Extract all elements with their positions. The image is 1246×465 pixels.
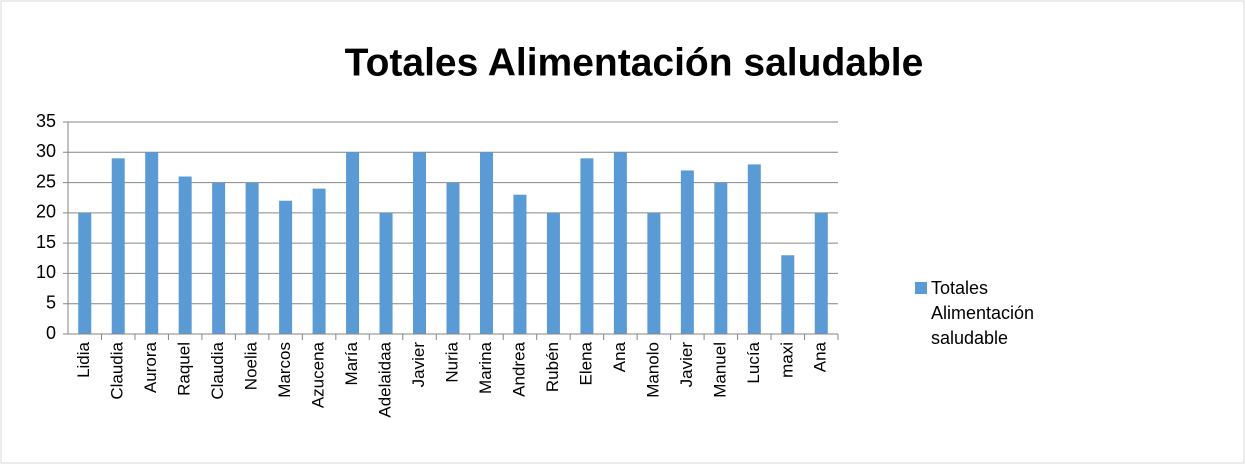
bar: [78, 212, 92, 334]
bar: [714, 182, 728, 334]
bar: [814, 212, 828, 334]
bar: [346, 152, 360, 334]
legend-label: Totales Alimentación saludable: [931, 278, 1035, 348]
legend-swatch: [915, 282, 927, 294]
x-tick-label: Ana: [811, 341, 830, 372]
x-tick-label: Claudia: [108, 341, 127, 399]
x-tick-label: Raquel: [175, 342, 194, 396]
y-tick-label: 10: [36, 262, 56, 282]
x-tick-label: Marcos: [275, 342, 294, 398]
x-tick-label: Lidia: [74, 341, 93, 377]
bar: [546, 212, 560, 334]
x-tick-label: Elena: [576, 341, 595, 385]
x-tick-label: Manolo: [643, 342, 662, 398]
bar: [379, 212, 393, 334]
x-tick-label: Adelaidaa: [376, 341, 395, 417]
x-tick-label: Javier: [409, 342, 428, 388]
y-tick-label: 30: [36, 141, 56, 161]
bar: [747, 164, 761, 334]
bar: [680, 170, 694, 334]
bar: [212, 182, 226, 334]
bar: [279, 200, 293, 334]
legend: Totales Alimentación saludable: [915, 276, 1061, 351]
y-tick-label: 15: [36, 232, 56, 252]
x-tick-label: Javier: [677, 342, 696, 388]
bar: [479, 152, 493, 334]
x-tick-label: Azucena: [309, 341, 328, 408]
y-tick-label: 5: [46, 292, 56, 312]
x-tick-label: Marina: [476, 341, 495, 394]
bar: [145, 152, 159, 334]
x-tick-label: Nuria: [442, 341, 461, 382]
bar: [647, 212, 661, 334]
bar: [446, 182, 460, 334]
chart-title: Totales Alimentación saludable: [345, 41, 924, 84]
bar: [613, 152, 627, 334]
x-tick-label: Ana: [610, 341, 629, 372]
x-tick-label: Noelia: [242, 341, 261, 390]
y-tick-label: 20: [36, 202, 56, 222]
x-tick-label: Aurora: [141, 341, 160, 393]
x-tick-label: María: [342, 341, 361, 385]
bar: [781, 255, 795, 334]
y-tick-label: 35: [36, 111, 56, 131]
y-tick-label: 0: [46, 323, 56, 343]
x-tick-label: maxi: [777, 342, 796, 378]
y-tick-label: 25: [36, 171, 56, 191]
bar: [413, 152, 427, 334]
bar: [513, 194, 527, 334]
bar: [178, 176, 192, 334]
x-tick-label: Rubén: [543, 342, 562, 392]
x-tick-label: Lucía: [744, 341, 763, 383]
x-tick-label: Manuel: [710, 342, 729, 398]
bar: [580, 158, 594, 334]
bar: [245, 182, 259, 334]
x-tick-label: Andrea: [509, 341, 528, 396]
bar: [111, 158, 125, 334]
x-tick-label: Claudia: [208, 341, 227, 399]
bar: [312, 188, 326, 334]
